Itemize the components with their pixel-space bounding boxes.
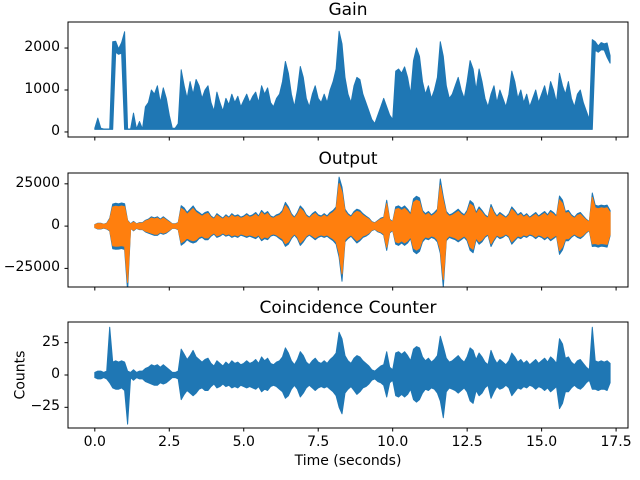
x-tick-label: 7.5: [307, 434, 330, 450]
output-waveform: [94, 183, 611, 283]
x-tick-label: 10.0: [377, 434, 409, 450]
y-tick-label: 0: [51, 122, 60, 139]
x-axis-label: Time (seconds): [294, 453, 402, 469]
x-tick-label: 17.5: [600, 434, 632, 450]
y-tick-label: −25000: [3, 259, 60, 276]
output-plot-title: Output: [318, 149, 378, 169]
x-tick-label: 12.5: [451, 434, 483, 450]
y-tick-label: 25: [42, 333, 60, 350]
output-axes-spines: [67, 172, 629, 288]
y-tick-label: 1000: [24, 80, 60, 97]
gain-waveform: [94, 30, 611, 130]
x-tick-label: 5.0: [232, 434, 255, 450]
y-tick-label: −25: [30, 398, 60, 415]
x-tick-label: 0.0: [83, 434, 106, 450]
gain-axes-spines: [67, 21, 629, 138]
y-tick-label: 0: [51, 366, 60, 382]
y-tick-label: 2000: [24, 39, 60, 56]
x-tick-label: 15.0: [526, 434, 558, 450]
coincidence-counter-plot-title: Coincidence Counter: [259, 298, 437, 318]
y-tick-label: 25000: [15, 174, 60, 191]
x-tick-label: 2.5: [158, 434, 181, 450]
gain-plot-title: Gain: [328, 0, 368, 20]
coincidence-counter-waveform: [94, 326, 611, 425]
y-tick-label: 0: [51, 217, 60, 234]
